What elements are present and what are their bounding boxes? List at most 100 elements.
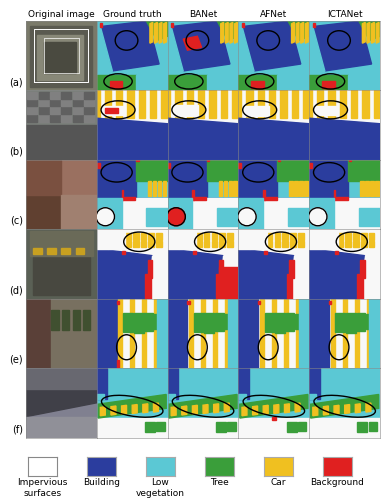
Bar [33,257,90,295]
Text: ICTANet: ICTANet [327,10,363,19]
Bar [84,107,94,114]
Bar [133,241,139,248]
Text: Original image: Original image [28,10,95,19]
Bar [288,208,309,226]
Polygon shape [105,90,111,118]
Bar [97,394,104,400]
Bar [309,298,329,368]
Polygon shape [309,118,380,160]
Bar [204,234,209,239]
Bar [105,108,118,114]
Polygon shape [253,406,257,415]
Bar [238,229,267,248]
Bar [275,312,285,334]
Bar [84,114,94,121]
Bar [357,312,365,330]
Bar [125,234,131,239]
Polygon shape [238,118,309,160]
Bar [201,298,205,368]
Bar [260,298,264,368]
Bar [26,125,97,160]
Text: AFNet: AFNet [260,10,288,19]
Polygon shape [360,256,380,298]
Bar [148,180,151,196]
Circle shape [167,208,185,226]
Polygon shape [217,21,238,40]
Bar [145,274,151,298]
Bar [369,298,380,368]
Bar [193,198,238,229]
Polygon shape [313,21,372,71]
Bar [369,422,377,430]
Bar [360,180,364,196]
Bar [213,298,217,368]
Bar [278,160,280,161]
Bar [62,114,71,121]
Bar [73,107,83,114]
Bar [193,252,196,254]
Polygon shape [139,90,145,118]
Polygon shape [121,406,126,414]
Polygon shape [263,406,268,414]
Bar [309,394,316,400]
Bar [37,35,83,80]
Bar [134,312,144,334]
Bar [298,234,304,239]
Bar [370,180,374,196]
Text: (e): (e) [9,355,23,365]
Polygon shape [111,406,116,415]
Text: (a): (a) [9,77,23,87]
Bar [335,196,348,200]
Bar [286,312,295,330]
Polygon shape [340,90,346,118]
Bar [267,241,272,248]
Bar [275,241,280,248]
Bar [188,300,189,304]
Bar [212,241,217,248]
Bar [47,248,56,254]
Text: Background: Background [310,478,364,487]
Polygon shape [374,90,380,118]
Bar [122,196,135,200]
Bar [52,310,58,330]
Polygon shape [246,90,253,118]
Bar [153,180,156,196]
Bar [117,360,120,368]
Polygon shape [209,90,216,118]
Polygon shape [309,160,380,229]
Bar [296,298,300,368]
Bar [62,194,97,229]
Bar [204,241,209,248]
Polygon shape [376,22,379,43]
Polygon shape [169,394,237,418]
Bar [315,106,336,114]
Polygon shape [97,118,168,160]
Bar [204,312,214,334]
Bar [26,194,62,229]
Polygon shape [309,21,325,90]
Bar [219,180,222,196]
Bar [228,298,238,368]
Bar [358,422,367,432]
Bar [348,75,380,90]
Polygon shape [363,90,369,118]
Bar [264,252,267,254]
Bar [39,92,49,98]
Bar [282,234,288,239]
Bar [193,196,206,200]
Bar [272,416,276,420]
Bar [216,274,222,298]
Polygon shape [100,21,159,71]
Polygon shape [238,160,309,229]
Bar [286,274,292,298]
Polygon shape [168,160,238,229]
Bar [73,92,83,98]
Bar [219,234,225,239]
Bar [366,314,374,329]
Bar [168,162,170,168]
Bar [28,100,37,106]
Bar [238,394,246,400]
Polygon shape [150,22,153,43]
Bar [227,234,233,239]
Bar [215,312,223,330]
